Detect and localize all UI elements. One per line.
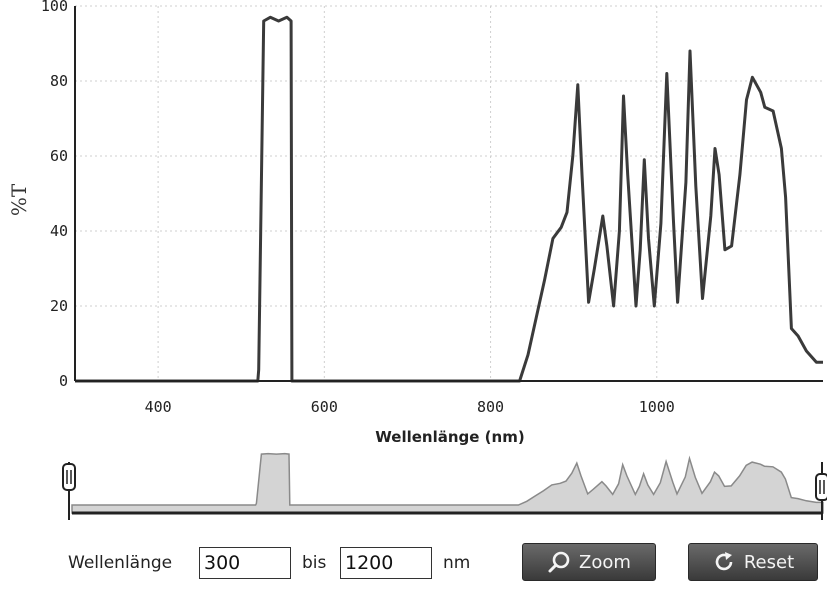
reset-button[interactable]: Reset [688,543,818,581]
y-tick-label: 0 [59,372,68,390]
range-controls: Wellenlänge 300 bis 1200 nm Zoom Reset [0,535,827,585]
to-label: bis [302,553,327,573]
x-tick-label: 800 [477,398,504,416]
zoom-button[interactable]: Zoom [522,543,656,581]
y-tick-labels: 0 20 40 60 80 100 [41,0,68,390]
x-tick-labels: 400 600 800 1000 [145,398,675,416]
y-axis-title: %T [7,183,31,216]
y-tick-label: 40 [50,222,68,240]
y-tick-label: 100 [41,0,68,15]
range-handle-right[interactable] [815,462,827,520]
x-tick-label: 400 [145,398,172,416]
transmission-curve [75,15,823,383]
zoom-button-label: Zoom [579,551,631,573]
range-handle-left[interactable] [62,462,76,520]
from-label: Wellenlänge [68,553,173,573]
magnifier-icon [547,550,571,574]
x-tick-label: 600 [311,398,338,416]
spectrum-chart: 0 20 40 60 80 100 400 600 800 1000 Wellenlänge (… [7,0,827,520]
overview-area [71,452,824,514]
refresh-icon [712,550,736,574]
wavelength-from-input[interactable]: 300 [199,547,291,579]
x-tick-label: 1000 [639,398,675,416]
y-tick-label: 60 [50,147,68,165]
unit-label: nm [443,553,471,573]
y-tick-label: 80 [50,72,68,90]
range-navigator[interactable] [62,452,827,520]
y-tick-label: 20 [50,297,68,315]
wavelength-to-input[interactable]: 1200 [340,547,432,579]
x-axis-title: Wellenlänge (nm) [375,428,524,446]
reset-button-label: Reset [743,551,795,573]
